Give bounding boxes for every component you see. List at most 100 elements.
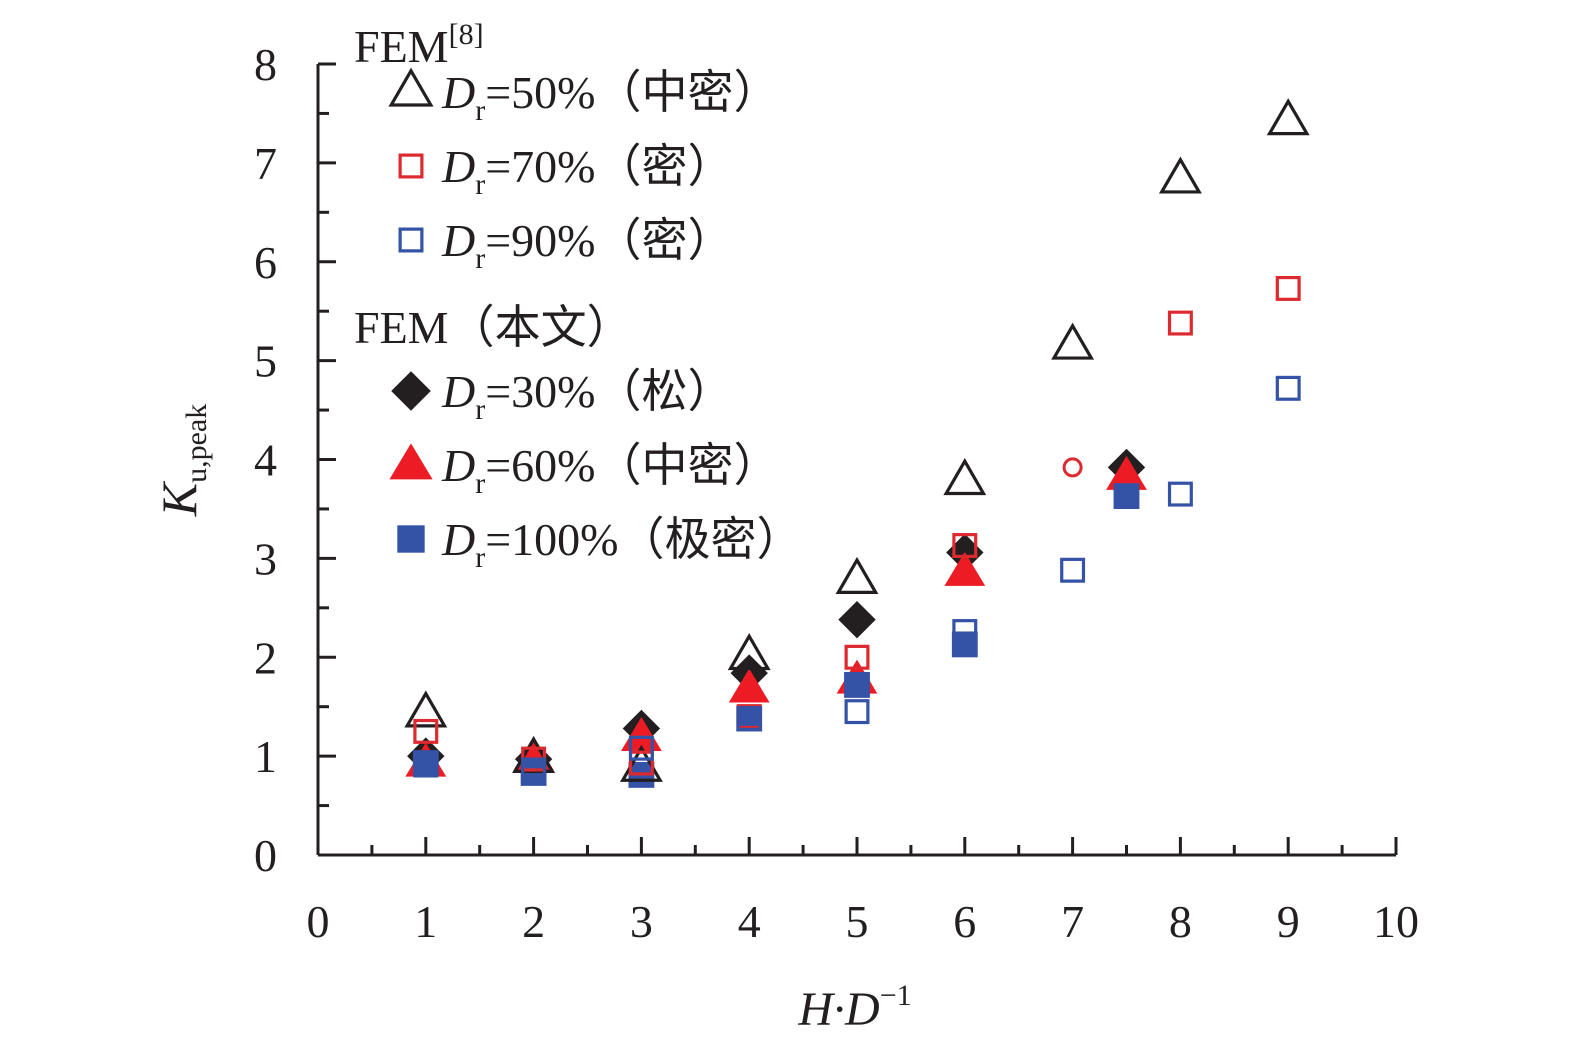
legend-marker-icon [389, 443, 433, 480]
data-point [1113, 483, 1140, 510]
x-axis-title: H·D−1 [797, 979, 911, 1036]
data-point [838, 600, 876, 639]
data-point [951, 631, 978, 658]
y-tick-label: 0 [254, 830, 277, 881]
legend-item: Dr=70%（密） [398, 141, 734, 201]
legend-item: Dr=90%（密） [398, 215, 734, 275]
legend: FEM[8]FEM（本文）Dr=50%（中密）Dr=70%（密）Dr=90%（密… [354, 18, 803, 574]
x-tick-label: 0 [307, 896, 330, 947]
y-tick-label: 1 [254, 731, 277, 782]
series-2 [413, 375, 1301, 783]
data-point [943, 458, 987, 496]
legend-marker-icon [398, 153, 424, 179]
legend-item: Dr=50%（中密） [388, 67, 780, 127]
legend-group-title-main: FEM（本文） [354, 302, 633, 353]
x-tick-label: 8 [1169, 896, 1192, 947]
data-point [1106, 455, 1147, 490]
axes [316, 62, 1398, 857]
legend-label: Dr=50%（中密） [441, 67, 780, 127]
data-point-extra [1062, 457, 1083, 478]
legend-group-title-sup: [8] [449, 18, 484, 51]
x-tick-label: 10 [1373, 896, 1419, 947]
legend-symbol-sub: r [475, 168, 485, 201]
legend-label: Dr=100%（极密） [441, 514, 803, 574]
legend-symbol-sub: r [475, 242, 485, 275]
x-axis-title-sup: −1 [880, 979, 912, 1012]
x-tick-label: 7 [1061, 896, 1084, 947]
y-tick-label: 7 [254, 138, 277, 189]
legend-label: Dr=70%（密） [441, 141, 734, 201]
legend-item: Dr=30%（松） [391, 366, 734, 426]
legend-symbol-main: D [441, 514, 475, 565]
data-point [1167, 481, 1193, 507]
x-tick-label: 6 [953, 896, 976, 947]
data-point [844, 644, 870, 670]
y-axis-title: Ku,peak [151, 404, 213, 518]
y-tick-label: 4 [254, 435, 277, 486]
legend-label-value: =70%（密） [485, 141, 733, 192]
legend-label: Dr=60%（中密） [441, 440, 780, 500]
x-tick-label: 3 [630, 896, 653, 947]
y-tick-label: 8 [254, 39, 277, 90]
legend-symbol-sub: r [475, 393, 485, 426]
legend-symbol-main: D [441, 366, 475, 417]
legend-group-title: FEM（本文） [354, 302, 633, 353]
legend-symbol-main: D [441, 440, 475, 491]
data-point [952, 619, 978, 645]
data-point [1275, 275, 1301, 301]
data-point [628, 735, 654, 761]
x-tick-label: 5 [846, 896, 869, 947]
data-point [727, 633, 771, 671]
data-point [404, 690, 448, 728]
series-3 [407, 448, 1146, 778]
tick-labels: 0 1 2 3 4 5 6 7 8 9 10 0 1 2 3 4 5 6 7 8 [254, 39, 1419, 947]
data-point [1275, 375, 1301, 401]
legend-label-value: =60%（中密） [485, 440, 779, 491]
data-point [844, 699, 870, 725]
data-point [736, 706, 762, 732]
data-point [1266, 98, 1310, 136]
y-tick-label: 6 [254, 237, 277, 288]
legend-symbol-main: D [441, 67, 475, 118]
legend-item: Dr=100%（极密） [397, 514, 803, 574]
data-point [952, 533, 978, 559]
legend-marker-icon [391, 371, 431, 411]
series-4 [405, 455, 1147, 777]
legend-label: Dr=90%（密） [441, 215, 734, 275]
x-tick-label: 1 [414, 896, 437, 947]
legend-symbol-main: D [441, 141, 475, 192]
legend-label: Dr=30%（松） [441, 366, 734, 426]
data-point [1158, 156, 1202, 194]
legend-marker-icon [397, 525, 425, 553]
x-tick-label: 2 [522, 896, 545, 947]
legend-item: Dr=60%（中密） [389, 440, 780, 500]
legend-symbol-sub: r [475, 94, 485, 127]
legend-symbol-main: D [441, 215, 475, 266]
data-point [1051, 322, 1095, 360]
legend-marker-icon [398, 227, 424, 253]
legend-symbol-sub: r [475, 541, 485, 574]
y-tick-label: 3 [254, 533, 277, 584]
data-point [413, 752, 439, 778]
data-point [1060, 557, 1086, 583]
legend-label-value: =100%（极密） [485, 514, 802, 565]
legend-marker-icon [388, 67, 434, 107]
legend-symbol-sub: r [475, 467, 485, 500]
x-tick-label: 9 [1277, 896, 1300, 947]
x-axis-title-main: H·D [797, 983, 879, 1036]
data-marks [404, 98, 1310, 788]
data-point [628, 750, 654, 776]
legend-group-title-main: FEM [354, 21, 449, 72]
x-tick-label: 4 [738, 896, 761, 947]
legend-label-value: =30%（松） [485, 366, 733, 417]
data-point [728, 668, 770, 703]
legend-label-value: =90%（密） [485, 215, 733, 266]
data-point [521, 757, 547, 783]
y-tick-label: 2 [254, 632, 277, 683]
legend-label-value: =50%（中密） [485, 67, 779, 118]
data-point [413, 718, 439, 744]
y-tick-label: 5 [254, 336, 277, 387]
data-point [835, 556, 879, 595]
y-axis-title-sub: u,peak [180, 404, 213, 483]
